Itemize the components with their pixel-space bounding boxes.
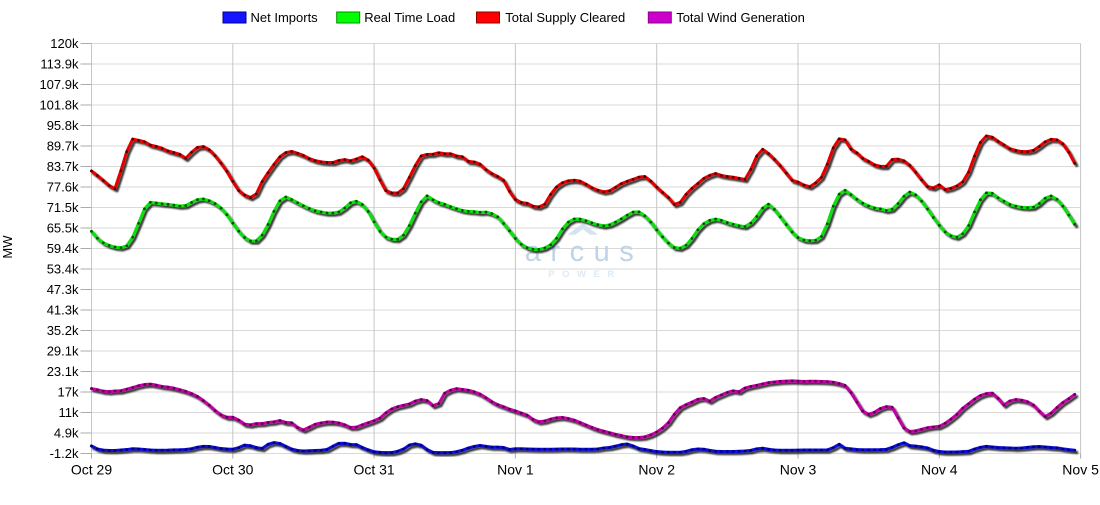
- svg-text:47.3k: 47.3k: [47, 282, 79, 297]
- svg-text:Nov 3: Nov 3: [780, 462, 817, 478]
- svg-text:MW: MW: [0, 235, 15, 259]
- svg-text:Nov 4: Nov 4: [921, 462, 958, 478]
- svg-text:17k: 17k: [58, 385, 79, 400]
- svg-text:101.8k: 101.8k: [39, 98, 79, 113]
- svg-text:89.7k: 89.7k: [47, 139, 79, 154]
- svg-text:4.9k: 4.9k: [54, 426, 79, 441]
- svg-text:113.9k: 113.9k: [40, 57, 79, 72]
- svg-text:Oct 30: Oct 30: [212, 462, 253, 478]
- svg-text:53.4k: 53.4k: [47, 262, 79, 277]
- svg-text:83.7k: 83.7k: [47, 159, 79, 174]
- svg-text:29.1k: 29.1k: [47, 344, 79, 359]
- svg-text:65.5k: 65.5k: [47, 221, 79, 236]
- svg-text:Real Time Load: Real Time Load: [364, 10, 455, 25]
- svg-text:95.8k: 95.8k: [47, 118, 79, 133]
- svg-text:arcus: arcus: [525, 236, 643, 268]
- svg-text:59.4k: 59.4k: [47, 241, 79, 256]
- svg-text:Total Wind Generation: Total Wind Generation: [676, 10, 805, 25]
- svg-text:Nov 5: Nov 5: [1062, 462, 1099, 478]
- svg-text:Total Supply Cleared: Total Supply Cleared: [505, 10, 625, 25]
- svg-text:41.3k: 41.3k: [47, 303, 79, 318]
- svg-text:35.2k: 35.2k: [47, 323, 79, 338]
- svg-text:-1.2k: -1.2k: [50, 446, 79, 461]
- svg-text:Oct 29: Oct 29: [71, 462, 112, 478]
- svg-text:Nov 2: Nov 2: [638, 462, 675, 478]
- svg-text:71.5k: 71.5k: [47, 200, 79, 215]
- svg-text:Net Imports: Net Imports: [251, 10, 319, 25]
- svg-text:11k: 11k: [59, 405, 79, 420]
- svg-text:Oct 31: Oct 31: [353, 462, 394, 478]
- svg-text:Nov 1: Nov 1: [497, 462, 534, 478]
- svg-text:77.6k: 77.6k: [47, 180, 79, 195]
- svg-text:23.1k: 23.1k: [47, 364, 79, 379]
- svg-text:120k: 120k: [50, 36, 79, 51]
- svg-text:POWER: POWER: [548, 269, 621, 280]
- svg-text:107.9k: 107.9k: [39, 77, 79, 92]
